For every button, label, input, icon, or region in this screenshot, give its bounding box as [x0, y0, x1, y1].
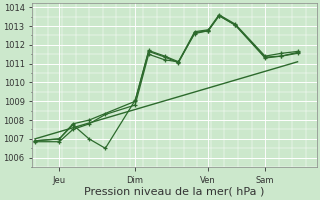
X-axis label: Pression niveau de la mer( hPa ): Pression niveau de la mer( hPa ): [84, 187, 265, 197]
